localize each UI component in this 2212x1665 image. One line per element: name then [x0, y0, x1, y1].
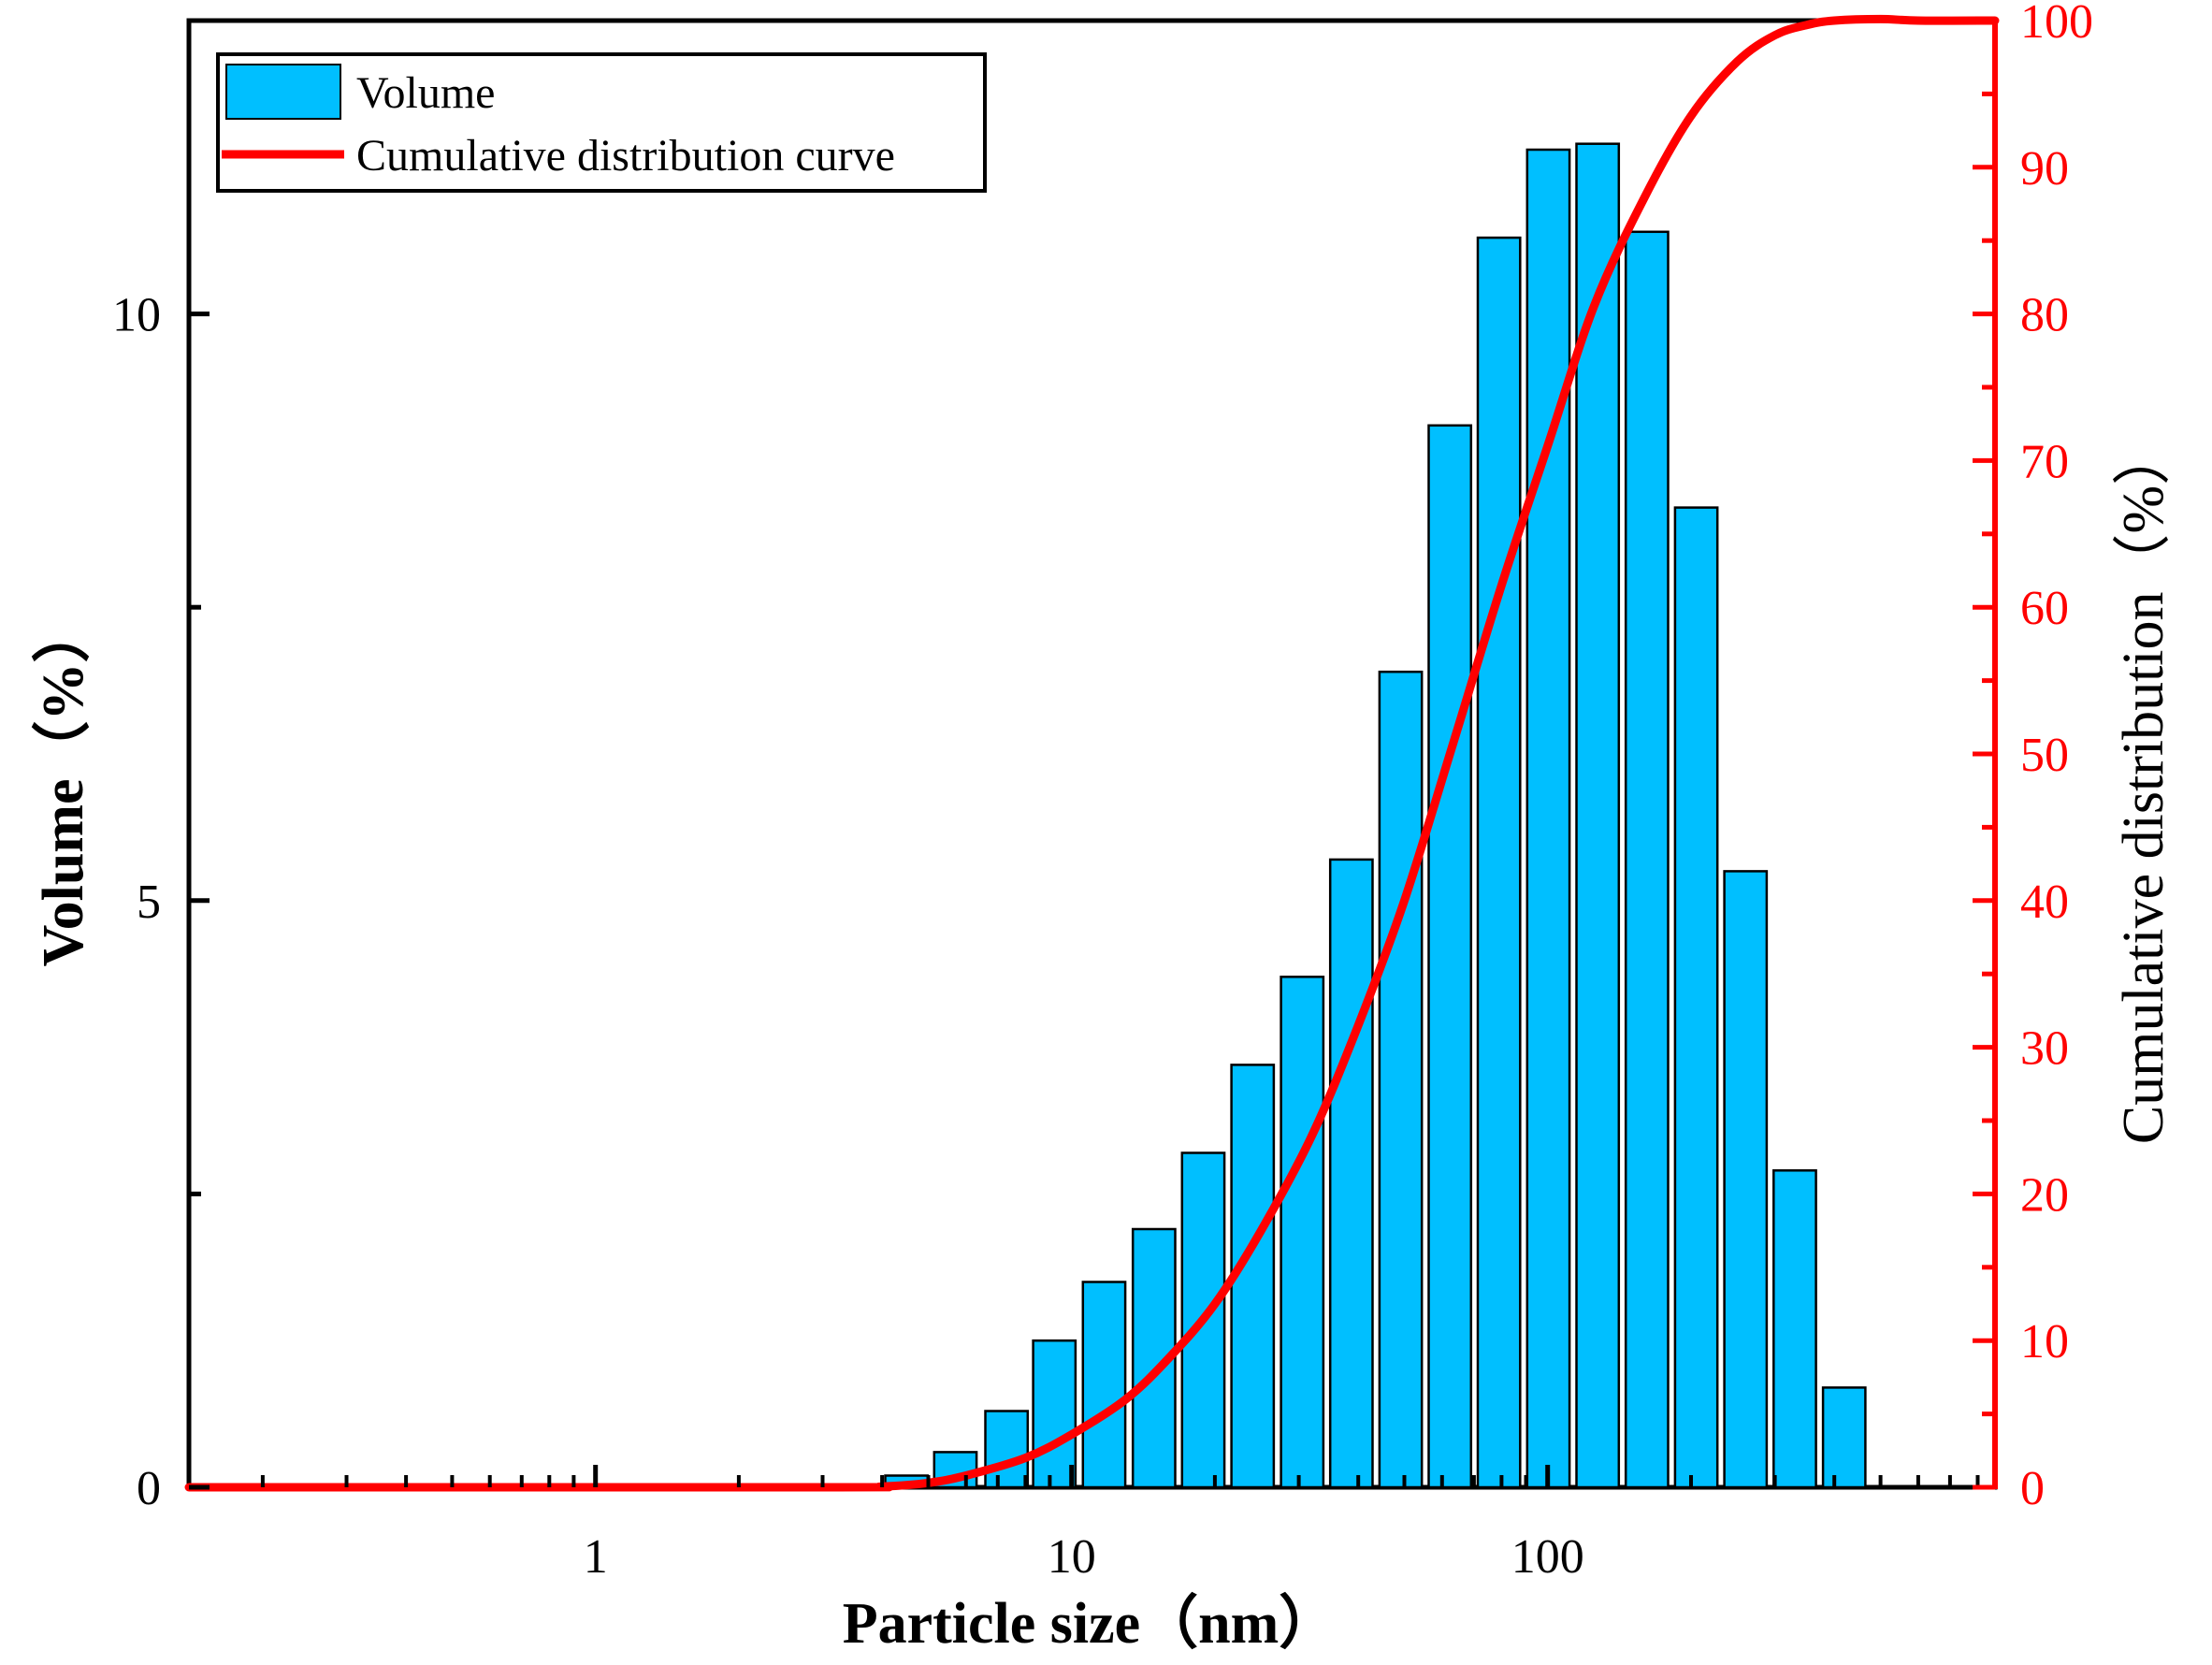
legend-volume-label: Volume [356, 68, 495, 118]
x-axis-ticks: 1 10 100 [260, 1465, 1980, 1584]
y2-tick-label: 50 [2020, 729, 2069, 782]
volume-bar [1427, 424, 1473, 1489]
x-tick-label: 100 [1511, 1530, 1584, 1584]
volume-bar [1575, 142, 1621, 1489]
legend-curve-label: Cumulative distribution curve [356, 131, 895, 181]
volume-bar [1624, 230, 1670, 1489]
x-axis-title: Particle size（nm） [843, 1590, 1337, 1656]
volume-bar [1525, 148, 1571, 1489]
volume-bar [1821, 1386, 1867, 1489]
volume-bar [984, 1410, 1030, 1489]
volume-bars [884, 142, 1867, 1489]
x-tick-label: 10 [1048, 1530, 1096, 1584]
legend: Volume Cumulative distribution curve [216, 52, 987, 193]
y-tick-label: 0 [137, 1462, 161, 1515]
y2-tick-label: 0 [2020, 1462, 2045, 1515]
y2-axis-ticks: 0 10 20 30 40 50 60 70 80 90 100 [1973, 0, 2093, 1515]
volume-bar [1476, 236, 1522, 1489]
legend-box [216, 52, 987, 193]
volume-bar [1723, 870, 1769, 1489]
volume-bar [1279, 976, 1325, 1489]
legend-volume-swatch [225, 64, 341, 120]
y2-tick-label: 30 [2020, 1022, 2069, 1076]
y-tick-label: 10 [112, 289, 161, 342]
y2-axis-title: Cumulative distribution（%） [2112, 427, 2176, 1144]
y2-tick-label: 60 [2020, 582, 2069, 635]
y2-tick-label: 90 [2020, 142, 2069, 195]
volume-bar [1032, 1339, 1077, 1489]
volume-bar [1328, 858, 1374, 1489]
y-tick-label: 5 [137, 876, 161, 929]
y2-tick-label: 100 [2020, 0, 2093, 49]
volume-bar [1673, 506, 1719, 1489]
volume-bar [1081, 1281, 1127, 1489]
y2-tick-label: 20 [2020, 1168, 2069, 1222]
x-tick-label: 1 [584, 1530, 608, 1584]
y2-tick-label: 40 [2020, 876, 2069, 929]
y2-tick-label: 10 [2020, 1315, 2069, 1368]
volume-bar [1772, 1169, 1817, 1489]
volume-bar [1378, 670, 1424, 1489]
y2-tick-label: 70 [2020, 435, 2069, 488]
y-axis-ticks: 0 5 10 [112, 18, 210, 1515]
y2-tick-label: 80 [2020, 289, 2069, 342]
y-axis-title: Volume（%） [30, 605, 95, 967]
